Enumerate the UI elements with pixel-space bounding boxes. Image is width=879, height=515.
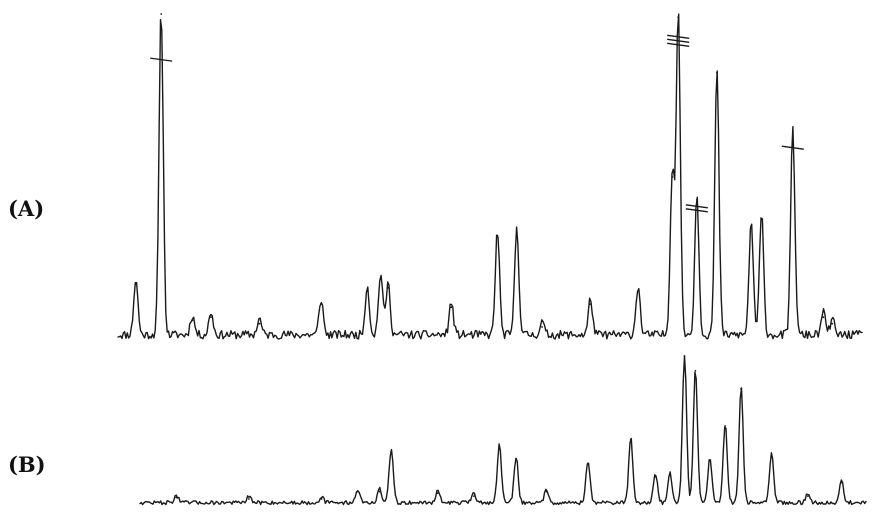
panel-a-marker-tick-4	[781, 145, 804, 150]
panel-a-marker-ticks	[150, 34, 804, 213]
panel-b: (B)	[8, 355, 867, 506]
panel-a-label: (A)	[8, 196, 44, 221]
panel-b-peak-11	[545, 490, 548, 493]
panel-b-peak-21	[770, 454, 773, 457]
panel-a-peak-6	[320, 303, 322, 305]
panel-a-peak-3	[191, 319, 194, 322]
panel-b-peak-22	[807, 495, 809, 497]
panel-a-peak-11	[496, 234, 499, 237]
panel-b-peaks	[175, 355, 843, 500]
panel-a-marker-tick-3	[685, 204, 708, 213]
panel-a-peaks	[135, 13, 834, 328]
panel-b-peak-12	[587, 462, 589, 465]
panel-a-peak-9	[387, 286, 389, 289]
panel-a-peak-22	[791, 130, 794, 133]
panel-b-peak-15	[669, 474, 671, 477]
panel-a-peak-14	[589, 303, 592, 305]
panel-a-marker-tick-1	[150, 57, 173, 62]
panel-a-peak-18	[695, 198, 698, 201]
panel-a-peak-2	[160, 13, 163, 15]
panel-b-peak-14	[654, 475, 657, 478]
panel-a-peak-23	[822, 316, 825, 319]
panel-a-peak-12	[515, 231, 518, 234]
panel-b-peak-4	[356, 490, 359, 493]
panel-b-peak-5	[378, 490, 381, 493]
panel-b-peak-9	[498, 446, 501, 448]
panel-a-peak-10	[450, 306, 453, 309]
panel-a-peak-1	[135, 283, 137, 286]
panel-a-peak-16	[671, 176, 674, 178]
panel-b-peak-18	[709, 459, 711, 462]
panel-b-peak-16	[683, 355, 686, 357]
panel-a-marker-tick-2	[667, 34, 690, 47]
panel-a-peak-17	[677, 16, 680, 19]
panel-a-peak-4	[210, 316, 212, 319]
panel-a-peak-19	[716, 71, 718, 74]
panel-b-peak-1	[175, 496, 178, 499]
panel-b-peak-8	[473, 495, 475, 497]
panel-a-peak-13	[541, 326, 543, 328]
panel-b-trace	[139, 355, 867, 506]
panel-b-label: (B)	[8, 452, 46, 477]
panel-a-peak-20	[750, 225, 752, 227]
panel-a-peak-21	[760, 218, 763, 221]
panel-b-peak-20	[740, 387, 742, 390]
panel-a: (A)	[8, 13, 863, 340]
panel-b-peak-23	[840, 481, 843, 484]
panel-a-peak-15	[637, 290, 639, 292]
panel-a-peak-8	[379, 277, 382, 279]
panel-a-peak-24	[831, 322, 834, 325]
panel-a-trace	[117, 13, 863, 340]
panel-b-peak-3	[320, 498, 323, 500]
panel-b-peak-10	[515, 457, 517, 460]
panel-a-peak-5	[258, 322, 261, 325]
panel-b-peak-19	[724, 425, 727, 427]
panel-b-peak-2	[248, 498, 250, 500]
panel-b-peak-7	[436, 492, 439, 494]
panel-b-peak-13	[629, 438, 632, 441]
panel-a-peak-7	[366, 290, 369, 292]
panel-b-peak-6	[390, 450, 393, 453]
panel-b-peak-17	[694, 370, 697, 372]
